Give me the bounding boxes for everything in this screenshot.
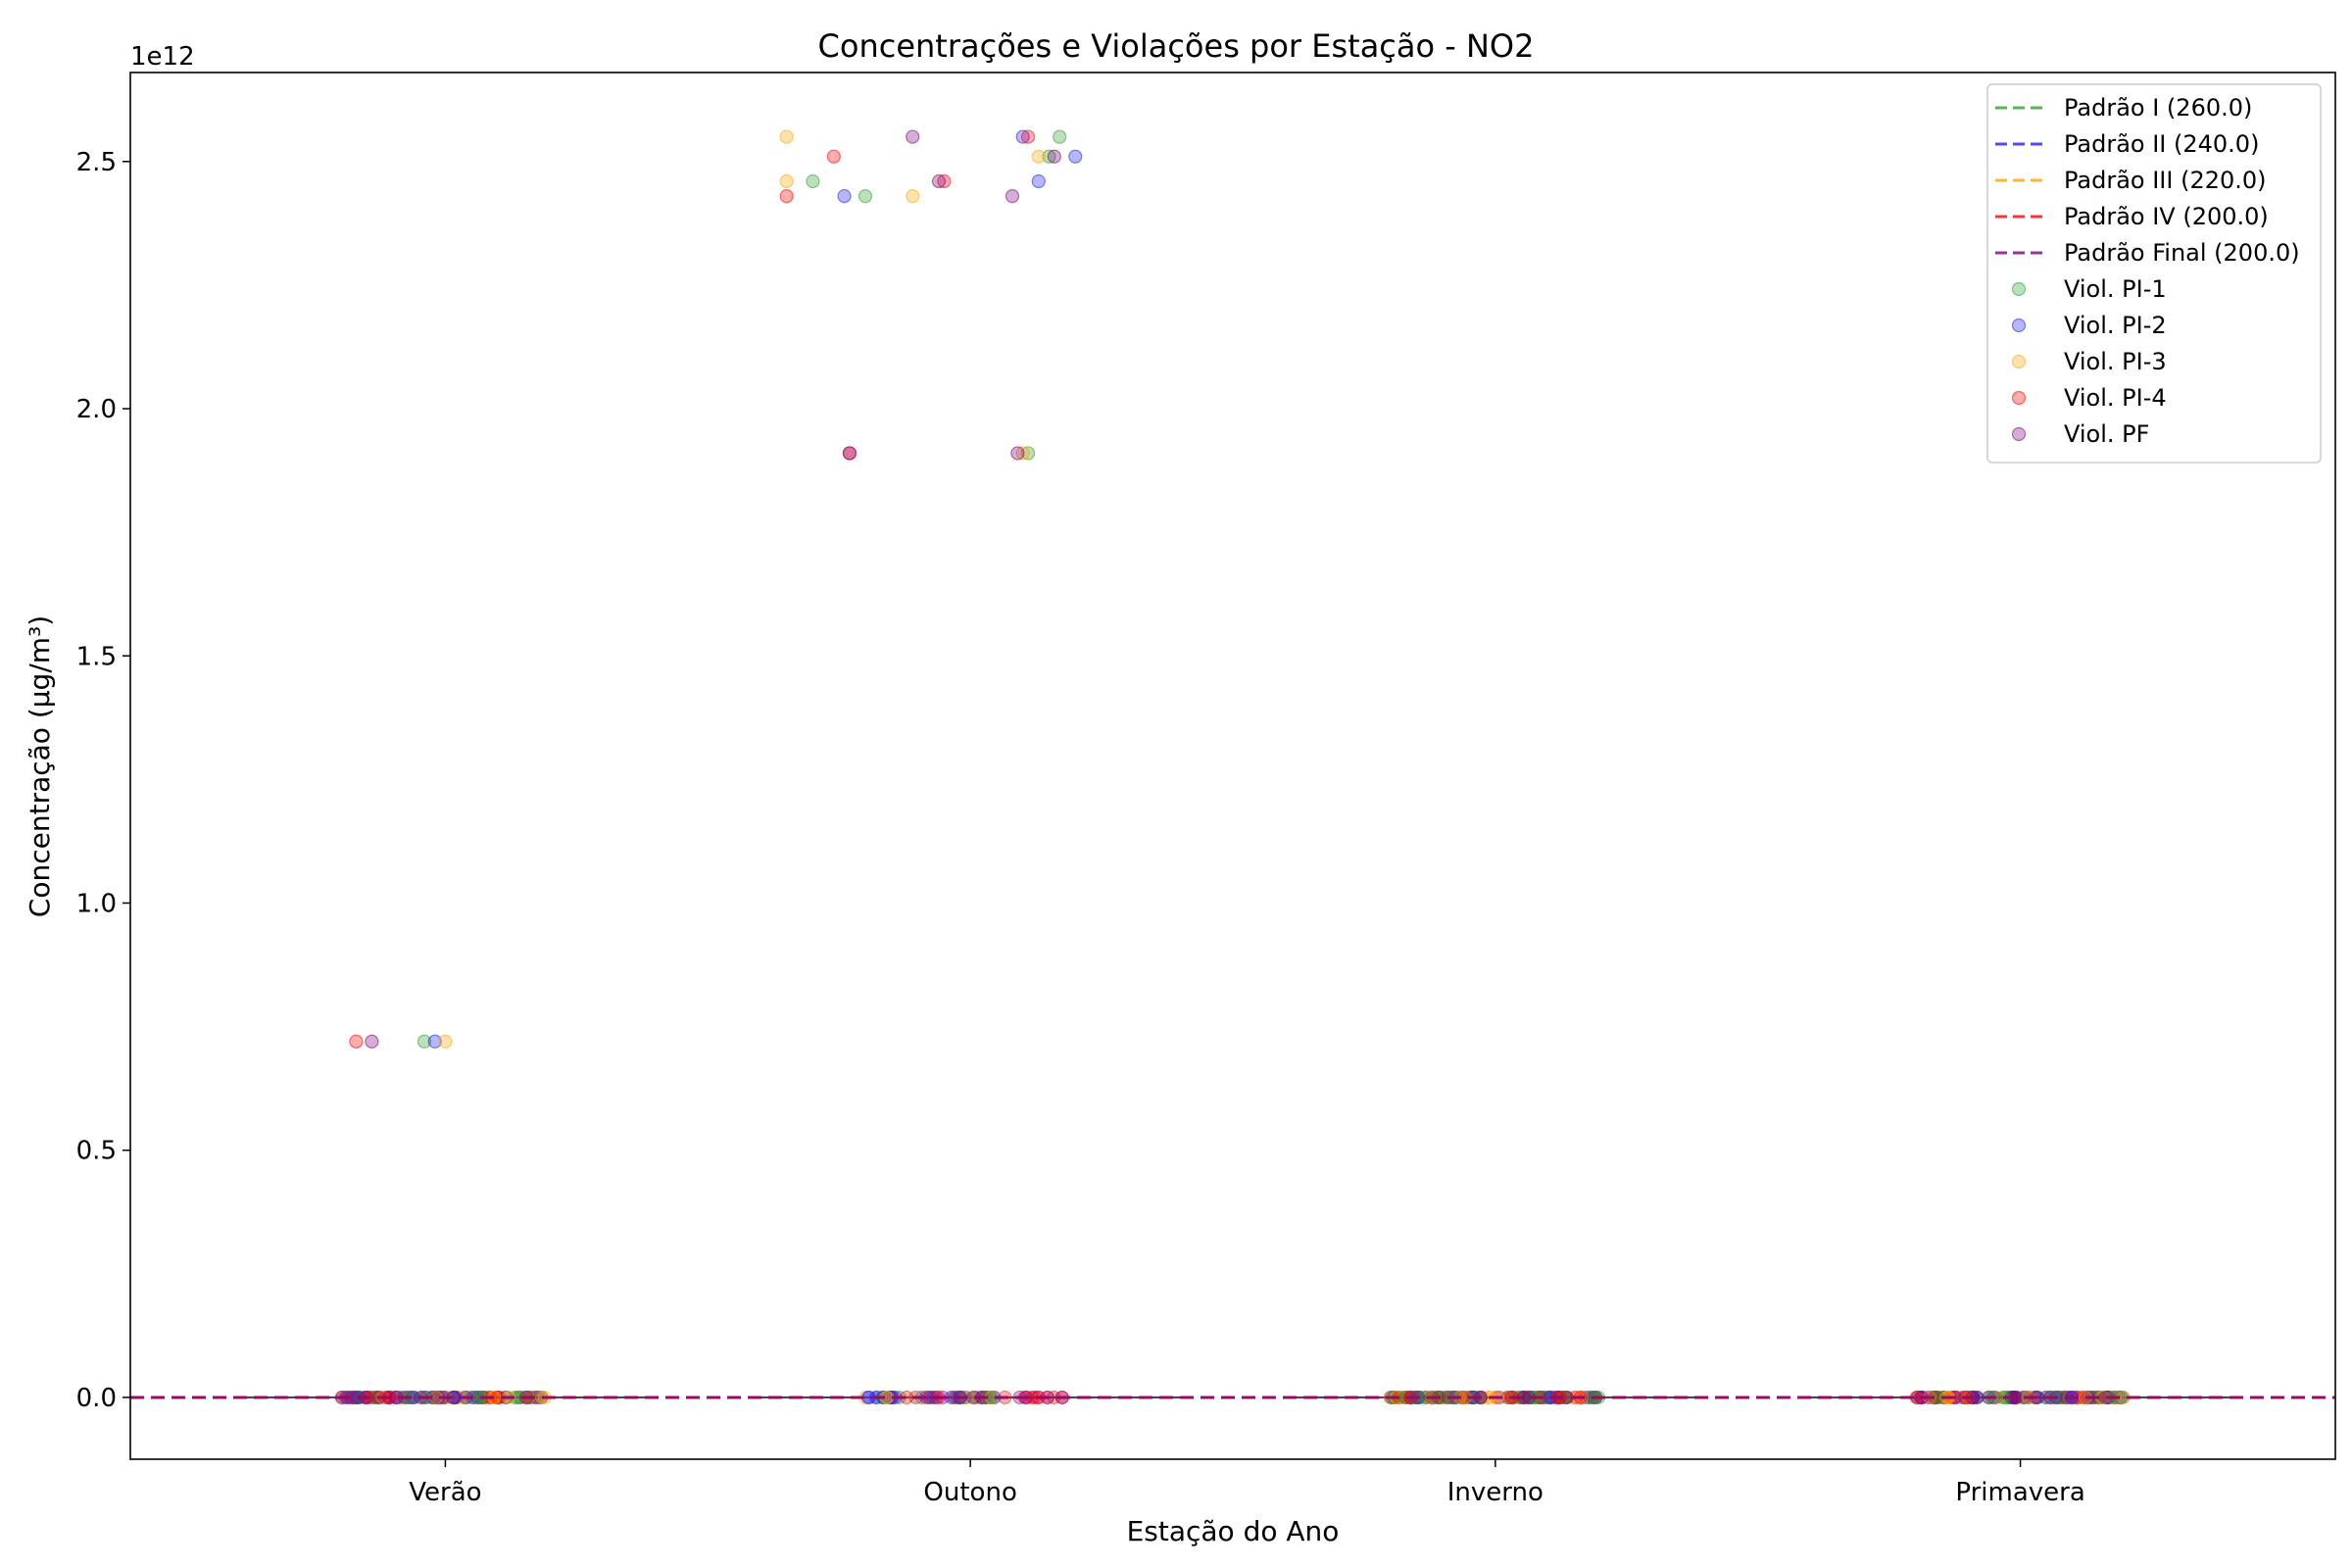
legend-marker-swatch bbox=[2011, 281, 2027, 297]
y-tick-label: 0.5 bbox=[76, 1137, 117, 1166]
data-point bbox=[1020, 129, 1036, 144]
data-point bbox=[806, 173, 820, 189]
data-point bbox=[906, 129, 920, 144]
data-point bbox=[1015, 129, 1030, 144]
y-tick-label: 1.0 bbox=[76, 889, 117, 918]
legend-label: Viol. PI-1 bbox=[2064, 275, 2167, 303]
data-point bbox=[416, 1034, 432, 1049]
data-point bbox=[826, 149, 841, 164]
data-point bbox=[1047, 149, 1061, 164]
y-axis: 0.0 0.5 1.0 1.5 2.0 2.5 bbox=[76, 148, 130, 1413]
y-offset-label: 1e12 bbox=[130, 42, 195, 72]
legend-marker-swatch bbox=[2011, 426, 2027, 442]
data-point bbox=[779, 173, 794, 189]
y-tick-label: 1.5 bbox=[76, 642, 117, 671]
legend-label: Viol. PI-4 bbox=[2064, 384, 2167, 412]
plot-area bbox=[130, 129, 2335, 1404]
data-point bbox=[779, 189, 794, 204]
data-point bbox=[1020, 446, 1036, 461]
legend-marker-swatch bbox=[2011, 354, 2027, 369]
data-point bbox=[365, 1034, 379, 1049]
x-axis-title: Estação do Ano bbox=[1127, 1515, 1340, 1547]
data-point bbox=[906, 189, 920, 204]
data-point bbox=[1068, 149, 1083, 164]
axes-frame bbox=[129, 72, 2336, 1460]
data-point bbox=[842, 446, 858, 461]
chart-title: Concentrações e Violações por Estação - … bbox=[818, 27, 1535, 65]
legend-box bbox=[1986, 83, 2322, 464]
x-tick-label: Primavera bbox=[1955, 1478, 2084, 1507]
legend-label: Padrão I (260.0) bbox=[2064, 94, 2252, 122]
y-axis-title: Concentração (μg/m³) bbox=[24, 615, 56, 917]
data-point bbox=[837, 189, 852, 204]
y-tick-label: 2.5 bbox=[76, 148, 117, 177]
data-point bbox=[1015, 446, 1030, 461]
legend-label: Padrão IV (200.0) bbox=[2064, 203, 2269, 230]
legend-marker-swatch bbox=[2011, 390, 2027, 406]
data-point bbox=[858, 189, 873, 204]
data-point bbox=[1053, 129, 1067, 144]
data-point bbox=[1004, 189, 1020, 204]
legend-label: Viol. PI-3 bbox=[2064, 348, 2167, 375]
x-tick-label: Inverno bbox=[1447, 1478, 1544, 1507]
legend: Padrão I (260.0) Padrão II (240.0) Padrão … bbox=[1986, 83, 2322, 464]
legend-marker-swatch bbox=[2011, 318, 2027, 333]
x-tick-label: Outono bbox=[923, 1478, 1016, 1507]
data-point bbox=[1031, 173, 1046, 189]
x-tick-label: Verão bbox=[409, 1478, 481, 1507]
data-point bbox=[427, 1034, 442, 1049]
legend-label: Viol. PF bbox=[2064, 420, 2149, 448]
data-point bbox=[937, 173, 952, 189]
data-point bbox=[1042, 149, 1056, 164]
data-point bbox=[438, 1034, 453, 1049]
y-tick-label: 0.0 bbox=[76, 1384, 117, 1413]
data-point bbox=[779, 129, 794, 144]
legend-label: Padrão III (220.0) bbox=[2064, 167, 2267, 194]
legend-label: Padrão Final (200.0) bbox=[2064, 239, 2300, 267]
data-point bbox=[349, 1034, 364, 1049]
data-point bbox=[1031, 149, 1046, 164]
x-axis: Verão Outono Inverno Primavera bbox=[409, 1459, 2085, 1507]
data-point bbox=[1010, 446, 1025, 461]
legend-label: Padrão II (240.0) bbox=[2064, 130, 2259, 158]
legend-label: Viol. PI-2 bbox=[2064, 312, 2167, 339]
data-point bbox=[931, 173, 947, 189]
y-tick-label: 2.0 bbox=[76, 395, 117, 424]
